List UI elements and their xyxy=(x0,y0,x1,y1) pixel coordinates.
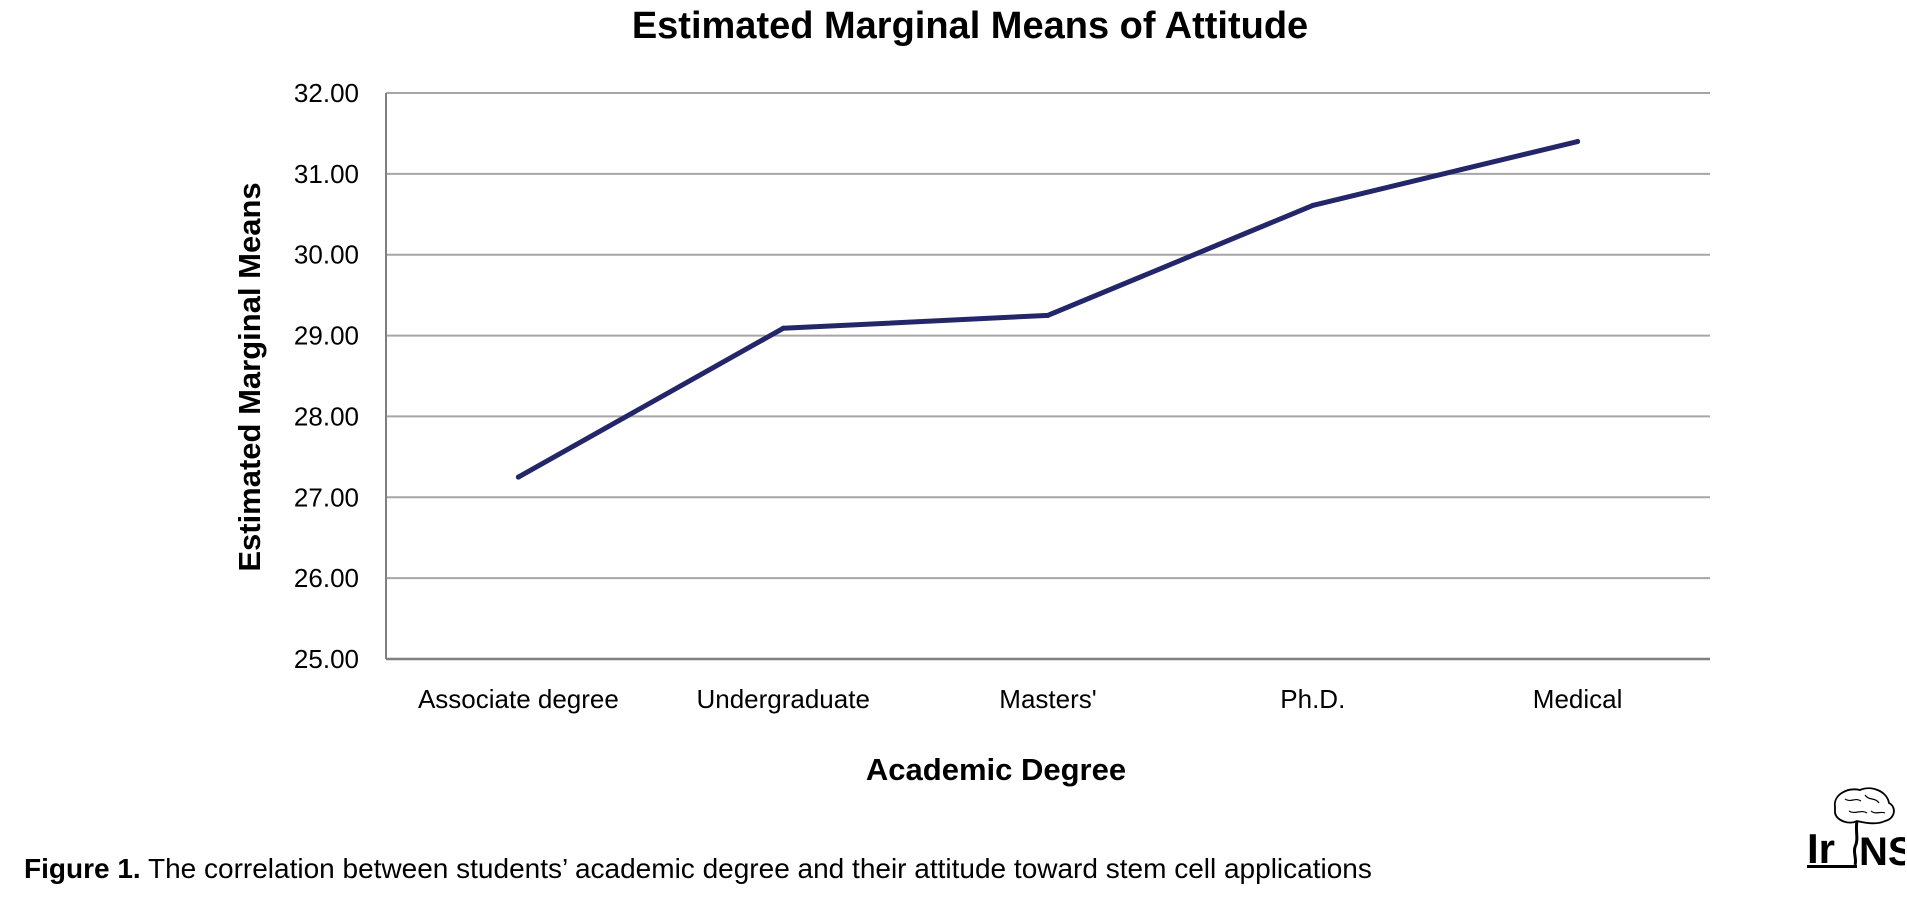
y-axis-title: Estimated Marginal Means xyxy=(232,182,267,571)
y-tick-label: 27.00 xyxy=(294,482,359,512)
data-point xyxy=(1575,139,1581,145)
caption-text: The correlation between students’ academ… xyxy=(140,853,1372,884)
brain-logo-icon: Ir NS xyxy=(1807,787,1905,870)
x-tick-label: Ph.D. xyxy=(1280,684,1345,714)
x-tick-label: Associate degree xyxy=(418,684,619,714)
caption-label: Figure 1. xyxy=(24,853,141,884)
data-point xyxy=(1045,312,1051,318)
axes xyxy=(385,93,1710,661)
series xyxy=(515,139,1581,480)
x-axis-title: Academic Degree xyxy=(866,752,1126,787)
y-tick-label: 31.00 xyxy=(294,159,359,189)
y-tick-labels: 25.00 26.00 27.00 28.00 29.00 30.00 31.00 32.00 xyxy=(294,78,359,674)
y-tick-label: 26.00 xyxy=(294,563,359,593)
data-point xyxy=(515,474,521,480)
x-tick-label: Masters' xyxy=(999,684,1096,714)
y-tick-label: 30.00 xyxy=(294,240,359,270)
gridlines xyxy=(386,92,1710,580)
x-tick-label: Undergraduate xyxy=(696,684,869,714)
y-tick-label: 25.00 xyxy=(294,644,359,674)
svg-text:Ir: Ir xyxy=(1807,825,1835,870)
data-point xyxy=(780,325,786,331)
figure-caption: Figure 1. The correlation between studen… xyxy=(24,851,1372,887)
data-point xyxy=(1310,202,1316,208)
chart-title: Estimated Marginal Means of Attitude xyxy=(632,5,1308,47)
y-tick-label: 32.00 xyxy=(294,78,359,108)
y-tick-label: 28.00 xyxy=(294,401,359,431)
x-tick-labels: Associate degree Undergraduate Masters' Ph.… xyxy=(418,684,1622,714)
y-tick-label: 29.00 xyxy=(294,321,359,351)
svg-text:NS: NS xyxy=(1859,830,1905,870)
x-tick-label: Medical xyxy=(1533,684,1623,714)
series-line xyxy=(515,139,1581,480)
